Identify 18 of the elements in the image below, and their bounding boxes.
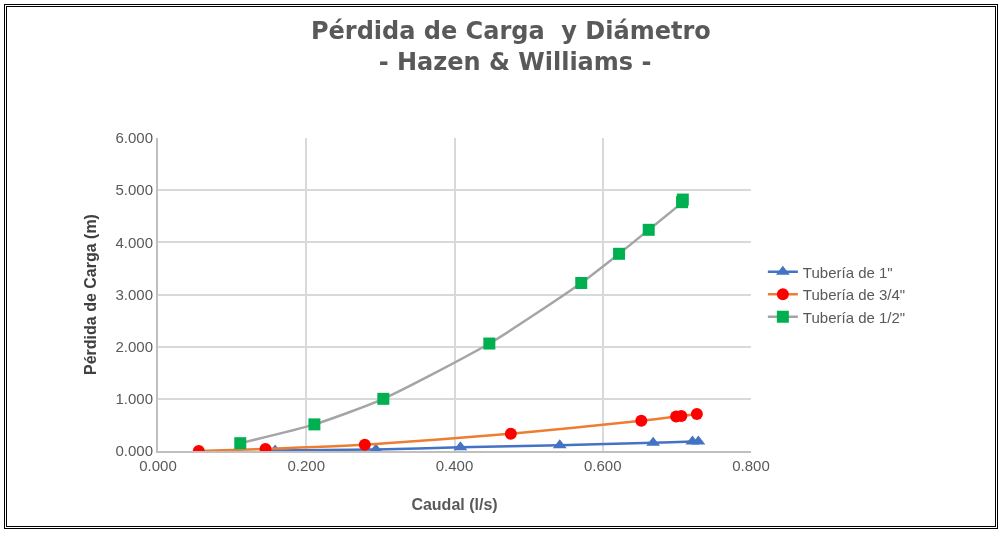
y-axis-title: Pérdida de Carga (m) <box>81 214 99 375</box>
x-axis-title: Caudal (l/s) <box>411 496 498 513</box>
y-tick-label: 4.000 <box>115 233 153 251</box>
y-tick-label: 1.000 <box>115 390 153 408</box>
chart-title: Pérdida de Carga y Diámetro - Hazen & Williams - <box>310 17 711 77</box>
x-tick-label: 0.400 <box>435 457 474 474</box>
x-tick-label: 0.600 <box>583 457 622 474</box>
legend-label: Tubería de 1/2" <box>802 308 906 326</box>
y-tick-label: 3.000 <box>115 285 153 303</box>
legend-label: Tubería de 3/4" <box>802 286 906 304</box>
x-tick-label: 0.000 <box>139 457 177 474</box>
y-tick-label: 5.000 <box>115 181 153 199</box>
y-tick-label: 2.000 <box>115 337 153 355</box>
x-tick-label: 0.200 <box>287 457 326 474</box>
y-tick-label: 0.000 <box>115 442 153 460</box>
x-tick-label: 0.800 <box>732 457 770 474</box>
legend-label: Tubería de 1" <box>802 263 893 281</box>
y-tick-label: 6.000 <box>115 129 153 147</box>
